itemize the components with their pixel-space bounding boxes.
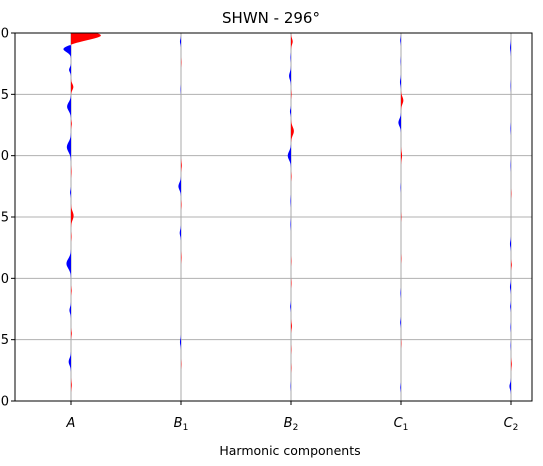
y-tick-label: 15 [0, 211, 9, 226]
positive-fill [401, 91, 404, 349]
y-axis: 0 5 10 15 20 25 30 [0, 27, 15, 410]
trace-B1 [178, 33, 182, 401]
x-axis: A B1 B2 C1 C2 [66, 401, 519, 433]
trace-C2 [509, 33, 512, 401]
x-tick-label: C1 [394, 416, 409, 433]
y-tick-label: 5 [1, 88, 9, 103]
trace-A [63, 33, 101, 401]
x-tick-label: C2 [504, 416, 519, 433]
y-tick-label: 10 [0, 149, 9, 164]
x-tick-label: A [66, 416, 76, 431]
y-tick-label: 0 [1, 27, 9, 42]
negative-fill [178, 36, 181, 350]
y-tick-label: 20 [0, 272, 9, 287]
x-tick-label: B1 [174, 416, 189, 433]
negative-fill [509, 39, 511, 395]
y-tick-label: 25 [0, 333, 9, 348]
y-tick-label: 30 [0, 395, 9, 410]
chart-title: SHWN - 296° [222, 9, 320, 27]
negative-fill [398, 34, 401, 393]
trace-C1 [398, 33, 404, 401]
gridlines [15, 93, 532, 341]
trace-B2 [287, 33, 294, 401]
x-tick-label: B2 [284, 416, 299, 433]
traces [63, 33, 512, 401]
x-axis-label: Harmonic components [219, 443, 360, 458]
